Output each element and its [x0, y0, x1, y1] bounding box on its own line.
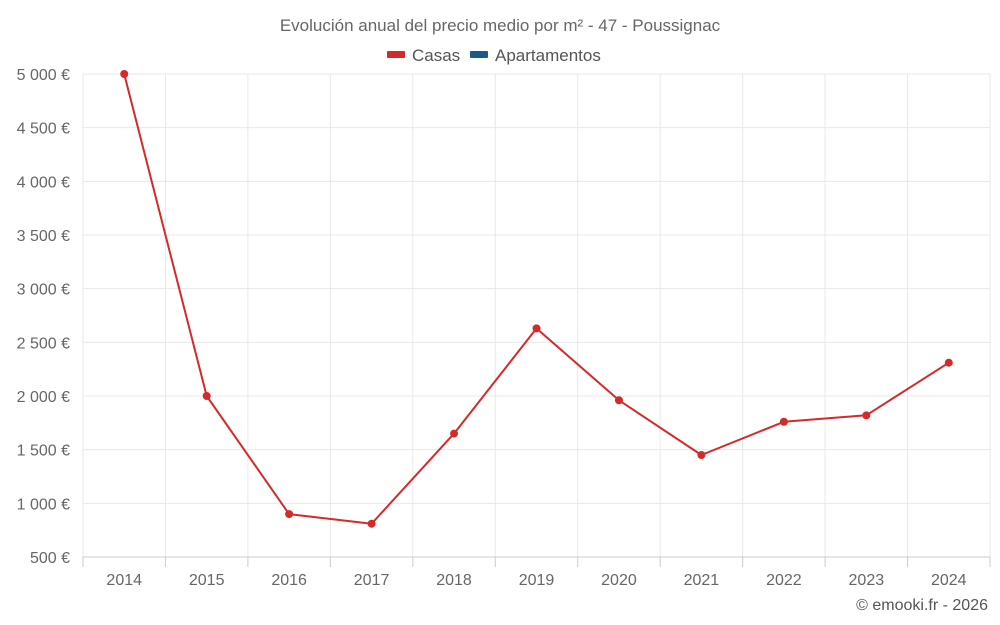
- data-point-casas-2016[interactable]: [285, 510, 294, 519]
- data-point-casas-2014[interactable]: [120, 70, 129, 78]
- x-tick-label: 2014: [106, 572, 142, 589]
- x-tick-label: 2022: [766, 572, 802, 589]
- y-tick-label: 4 000 €: [17, 174, 70, 191]
- legend-swatch-apartamentos: [470, 51, 488, 58]
- x-tick-label: 2017: [354, 572, 390, 589]
- x-axis-ticks: 2014 2015 2016 2017 2018 2019 2020 2021 2022 2023…: [82, 557, 991, 589]
- y-axis-ticks: 500 € 1 000 € 1 500 € 2 000 € 2 500 € 3 000 €…: [17, 67, 70, 567]
- x-tick-label: 2020: [601, 572, 637, 589]
- y-tick-label: 2 500 €: [17, 335, 70, 352]
- data-point-casas-2017[interactable]: [367, 519, 376, 528]
- x-tick-label: 2024: [931, 572, 967, 589]
- data-point-casas-2015[interactable]: [202, 392, 211, 400]
- y-tick-label: 4 500 €: [17, 121, 70, 138]
- grid: [82, 73, 991, 557]
- data-point-casas-2019[interactable]: [532, 324, 541, 333]
- y-tick-label: 2 000 €: [17, 389, 70, 406]
- chart-title: Evolución anual del precio medio por m² …: [280, 16, 721, 35]
- x-tick-label: 2016: [271, 572, 307, 589]
- data-point-casas-2020[interactable]: [614, 396, 623, 405]
- x-tick-label: 2015: [189, 572, 225, 589]
- x-tick-label: 2019: [519, 572, 555, 589]
- credit-text: © emooki.fr - 2026: [856, 597, 988, 614]
- legend-swatch-casas: [387, 51, 405, 58]
- x-tick-label: 2023: [849, 572, 885, 589]
- legend-label-casas[interactable]: Casas: [412, 46, 460, 65]
- data-point-casas-2024[interactable]: [944, 358, 953, 367]
- legend: Casas Apartamentos: [387, 46, 601, 65]
- y-tick-label: 500 €: [30, 550, 70, 567]
- x-tick-label: 2018: [436, 572, 472, 589]
- y-tick-label: 3 500 €: [17, 228, 70, 245]
- y-tick-label: 1 500 €: [17, 443, 70, 460]
- y-tick-label: 5 000 €: [17, 67, 70, 84]
- data-point-casas-2023[interactable]: [862, 411, 871, 420]
- data-point-casas-2022[interactable]: [779, 417, 788, 426]
- x-tick-label: 2021: [684, 572, 720, 589]
- y-tick-label: 3 000 €: [17, 282, 70, 299]
- y-tick-label: 1 000 €: [17, 496, 70, 513]
- series-casas: [120, 70, 953, 528]
- data-point-casas-2018[interactable]: [450, 429, 459, 438]
- legend-label-apartamentos[interactable]: Apartamentos: [495, 46, 601, 65]
- data-point-casas-2021[interactable]: [697, 451, 706, 460]
